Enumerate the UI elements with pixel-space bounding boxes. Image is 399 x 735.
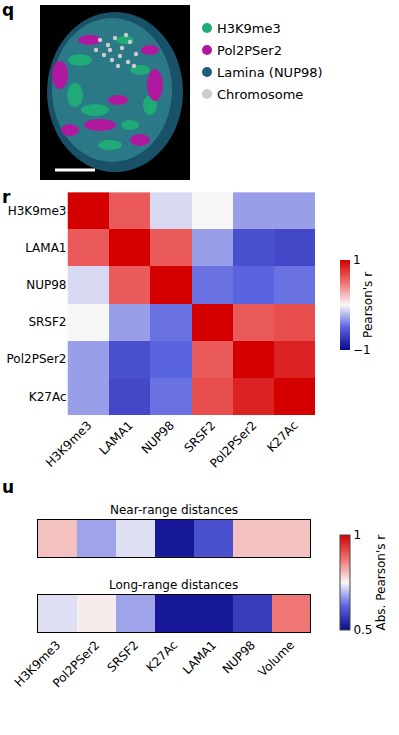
svg-text:NUP98: NUP98 (139, 418, 177, 456)
svg-text:r: r (2, 187, 11, 207)
svg-text:LAMA1: LAMA1 (25, 241, 66, 255)
svg-text:K27Ac: K27Ac (264, 418, 301, 455)
svg-text:0.5: 0.5 (353, 623, 372, 637)
svg-text:K27Ac: K27Ac (144, 638, 181, 675)
svg-text:H3K9me3: H3K9me3 (12, 638, 64, 690)
svg-text:Near-range distances: Near-range distances (110, 503, 238, 517)
svg-text:Pol2PSer2: Pol2PSer2 (217, 43, 282, 58)
svg-text:q: q (2, 0, 14, 20)
svg-text:Long-range distances: Long-range distances (109, 578, 238, 592)
svg-text:SRSF2: SRSF2 (28, 315, 66, 329)
svg-text:H3K9me3: H3K9me3 (8, 204, 67, 218)
svg-text:LAMA1: LAMA1 (97, 418, 136, 457)
svg-text:Pol2PSer2: Pol2PSer2 (207, 418, 259, 470)
svg-text:−1: −1 (353, 343, 371, 357)
svg-text:Chromosome: Chromosome (217, 87, 303, 102)
svg-text:u: u (2, 477, 14, 497)
svg-text:1: 1 (353, 253, 361, 267)
svg-text:Pol2PSer2: Pol2PSer2 (7, 352, 67, 366)
svg-text:Pearson's r: Pearson's r (361, 272, 375, 338)
svg-text:1: 1 (353, 528, 361, 542)
svg-text:K27Ac: K27Ac (29, 390, 67, 404)
svg-text:SRSF2: SRSF2 (104, 638, 141, 675)
svg-text:NUP98: NUP98 (26, 278, 66, 292)
svg-text:SRSF2: SRSF2 (181, 418, 218, 455)
svg-text:Lamina (NUP98): Lamina (NUP98) (217, 65, 323, 80)
svg-text:H3K9me3: H3K9me3 (43, 418, 95, 470)
svg-text:Abs. Pearson's r: Abs. Pearson's r (374, 535, 388, 631)
svg-text:NUP98: NUP98 (220, 638, 258, 676)
svg-text:Volume: Volume (256, 638, 297, 679)
svg-text:H3K9me3: H3K9me3 (217, 21, 281, 36)
svg-text:Pol2PSer2: Pol2PSer2 (50, 638, 102, 690)
svg-text:LAMA1: LAMA1 (180, 638, 219, 677)
